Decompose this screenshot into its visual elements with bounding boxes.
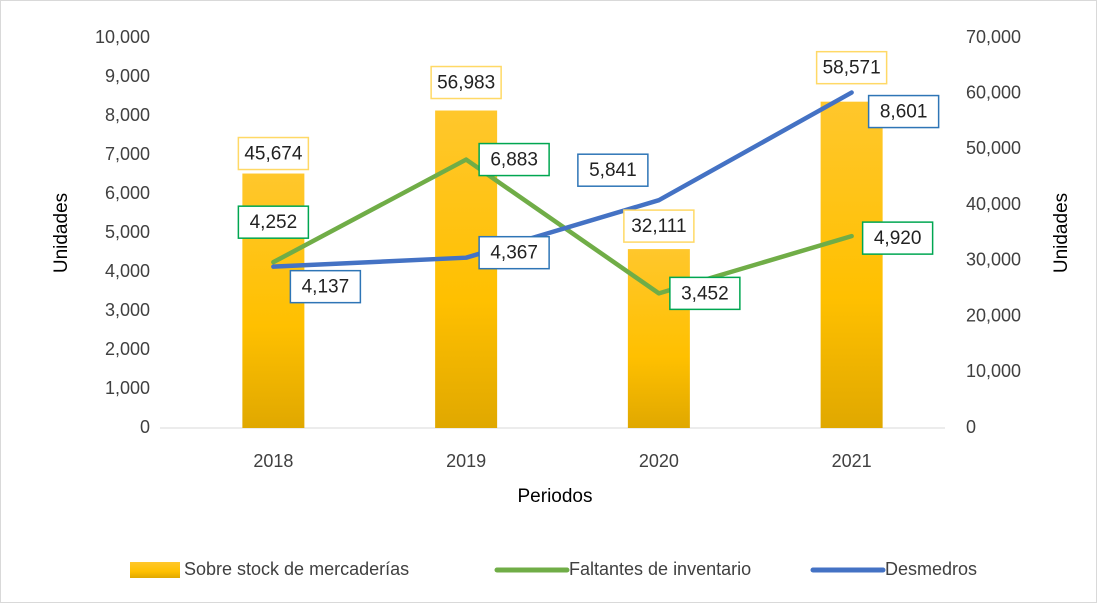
- legend-label: Desmedros: [885, 559, 977, 579]
- y2-tick-label: 30,000: [966, 250, 1021, 270]
- data-label: 8,601: [880, 102, 928, 123]
- data-label: 3,452: [681, 283, 729, 304]
- y-tick-label: 0: [140, 417, 150, 437]
- data-label: 58,571: [823, 58, 881, 79]
- data-label-box: [478, 235, 550, 270]
- legend-label: Sobre stock de mercaderías: [184, 559, 409, 579]
- data-label: 6,883: [490, 150, 538, 171]
- data-label-box: [289, 269, 362, 304]
- y-tick-label: 9,000: [105, 66, 150, 86]
- legend-label: Faltantes de inventario: [569, 559, 751, 579]
- data-label: 5,841: [589, 160, 637, 181]
- data-label-box: [861, 221, 934, 255]
- data-label-box: [577, 153, 649, 187]
- y2-tick-label: 0: [966, 417, 976, 437]
- y-tick-label: 5,000: [105, 222, 150, 242]
- data-label: 4,920: [874, 228, 922, 249]
- y2-tick-label: 10,000: [966, 361, 1021, 381]
- y-tick-label: 10,000: [95, 27, 150, 47]
- x-axis-label: Periodos: [518, 486, 593, 507]
- data-label-box: [237, 136, 310, 171]
- x-tick-label: 2020: [639, 451, 679, 471]
- data-label-box: [669, 276, 741, 311]
- line: [271, 157, 854, 296]
- y-tick-label: 4,000: [105, 261, 150, 281]
- data-label: 32,111: [631, 216, 686, 237]
- y2-tick-label: 40,000: [966, 194, 1021, 214]
- y-tick-label: 7,000: [105, 144, 150, 164]
- y2-tick-label: 60,000: [966, 82, 1021, 102]
- y-tick-label: 2,000: [105, 339, 150, 359]
- data-label-box: [478, 142, 550, 177]
- y-axis-label: Unidades: [51, 193, 72, 273]
- y2-tick-label: 20,000: [966, 305, 1021, 325]
- y-tick-label: 1,000: [105, 378, 150, 398]
- data-label: 4,367: [490, 243, 538, 264]
- data-label: 4,252: [250, 212, 298, 233]
- line: [271, 90, 854, 269]
- legend-swatch: [130, 562, 180, 578]
- y2-tick-label: 70,000: [966, 27, 1021, 47]
- y2-axis-label: Unidades: [1051, 193, 1072, 273]
- data-label-box: [623, 209, 695, 243]
- data-label-box: [430, 65, 502, 100]
- data-label-box: [815, 50, 888, 85]
- y2-tick-label: 50,000: [966, 138, 1021, 158]
- data-label-box: [237, 205, 310, 239]
- y-tick-label: 6,000: [105, 183, 150, 203]
- y-tick-label: 3,000: [105, 300, 150, 320]
- data-label: 56,983: [437, 73, 495, 94]
- data-label-box: [867, 94, 940, 129]
- x-tick-label: 2018: [253, 451, 293, 471]
- data-label: 4,137: [302, 277, 350, 298]
- y-tick-label: 8,000: [105, 105, 150, 125]
- x-tick-label: 2021: [832, 451, 872, 471]
- bar: [820, 101, 883, 429]
- x-tick-label: 2019: [446, 451, 486, 471]
- data-label: 45,674: [244, 144, 303, 165]
